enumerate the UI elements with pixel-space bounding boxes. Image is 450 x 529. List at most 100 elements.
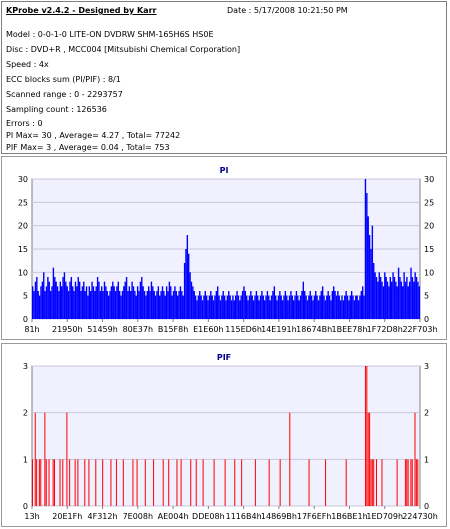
pi-bar — [263, 300, 266, 319]
pi-bar — [397, 267, 400, 319]
scan-info-panel: KProbe v2.4.2 - Designed by Karr Date : … — [1, 1, 447, 154]
pi-bar — [378, 272, 380, 319]
pi-xtick-label: 115ED6h — [225, 325, 262, 334]
pif-xtick-label: 13h — [24, 512, 39, 521]
pi-bar — [308, 295, 310, 319]
pif-xtick-label: 1B6BE1h — [331, 512, 367, 521]
pi-bar — [379, 277, 382, 319]
pi-bar — [185, 249, 187, 319]
pi-bar — [291, 295, 293, 319]
pif-bar — [132, 459, 134, 506]
pi-bar — [200, 295, 202, 319]
pi-bar — [208, 295, 211, 319]
pi-bar — [138, 291, 140, 319]
pi-bar — [215, 291, 218, 319]
pi-bar — [299, 295, 302, 319]
pif-bar — [136, 459, 138, 506]
pi-bar — [248, 295, 251, 319]
pi-bar — [58, 291, 60, 319]
pi-bar — [349, 295, 351, 319]
pi-bar — [345, 291, 347, 319]
pif-xtick-label: 20E1Fh — [52, 512, 82, 521]
pi-bar — [225, 300, 227, 319]
pi-bar — [395, 281, 397, 319]
pi-bar — [181, 291, 183, 319]
pi-bar — [375, 277, 378, 319]
pi-bar — [160, 291, 162, 319]
pi-bar — [254, 295, 256, 319]
pi-bar — [182, 295, 184, 319]
pi-bar — [346, 295, 349, 319]
pif-ytick-left: 1 — [23, 455, 28, 464]
pi-bar — [277, 295, 280, 319]
pi-bar — [124, 281, 126, 319]
pi-chart-panel: PI 0 0 5 5 10 10 15 15 20 20 25 25 30 30 81h 21950h 5145… — [1, 156, 447, 340]
pif-xtick-label: 224730h — [402, 512, 438, 521]
pif-bar — [370, 459, 372, 506]
pi-bar — [324, 300, 327, 319]
pi-bar — [236, 291, 238, 319]
pi-bar — [214, 295, 216, 319]
pif-bar — [66, 412, 68, 506]
pif-xtick-label: 17F6EFh — [297, 512, 332, 521]
pif-ytick-left: 2 — [23, 409, 28, 418]
pif-bar — [254, 459, 256, 506]
pi-bar — [370, 249, 372, 319]
pif-bar — [110, 459, 112, 506]
pi-bar — [164, 295, 166, 319]
pi-bar — [49, 291, 52, 319]
pi-ytick-right: 0 — [424, 315, 429, 324]
pif-bar — [404, 459, 406, 506]
pi-bar — [223, 295, 226, 319]
errors-count: Errors : 0 — [6, 119, 43, 128]
pi-chart: 0 0 5 5 10 10 15 15 20 20 25 25 30 30 81h 21950h 51459h 8… — [18, 175, 438, 334]
pi-bar — [110, 286, 113, 319]
pi-bar — [257, 295, 259, 319]
pif-bar — [32, 459, 33, 506]
pi-bar — [229, 295, 231, 319]
pif-bar — [162, 459, 164, 506]
pi-bar — [66, 286, 68, 319]
pi-bar — [78, 281, 81, 319]
pi-bar — [275, 295, 277, 319]
pi-bar — [67, 291, 70, 319]
pi-bar — [360, 291, 363, 319]
pi-bar — [335, 295, 338, 319]
pi-bar — [210, 291, 212, 319]
pi-ytick-left: 20 — [18, 222, 28, 231]
pi-bar — [339, 300, 342, 319]
pi-bar — [338, 295, 340, 319]
pi-bar — [331, 291, 334, 319]
pi-bar — [167, 291, 169, 319]
pi-bar — [43, 272, 45, 319]
pi-xtick-label: 18674Bh — [296, 325, 332, 334]
pi-bar — [83, 281, 85, 319]
scan-date: Date : 5/17/2008 10:21:50 PM — [227, 6, 348, 15]
pi-bar — [337, 291, 339, 319]
pi-bar — [357, 300, 360, 319]
pif-bar — [241, 459, 243, 506]
pi-bar — [81, 286, 84, 319]
pi-bar — [116, 286, 118, 319]
pi-bar — [399, 277, 401, 319]
pi-bar — [317, 300, 320, 319]
pif-chart-panel: PIF 0 0 1 1 2 2 3 3 13h 20E1Fh 4F312h 7E008h AE004h D… — [1, 343, 447, 527]
pi-bar — [279, 291, 281, 319]
pi-bar — [280, 295, 282, 319]
pi-bar — [88, 286, 90, 319]
pi-bar — [393, 277, 396, 319]
pi-bar — [251, 295, 253, 319]
pif-ytick-right: 2 — [424, 409, 429, 418]
pif-bar — [369, 412, 371, 506]
pi-bar — [147, 286, 150, 319]
pi-bar — [389, 277, 391, 319]
pi-bar — [414, 272, 416, 319]
pi-bar — [99, 291, 102, 319]
pi-ytick-left: 0 — [23, 315, 28, 324]
pi-bar — [305, 295, 307, 319]
pi-bar — [273, 286, 276, 319]
pi-bar — [65, 281, 67, 319]
pi-bar — [219, 300, 222, 319]
pi-bar — [94, 291, 96, 319]
pi-bar — [161, 286, 164, 319]
